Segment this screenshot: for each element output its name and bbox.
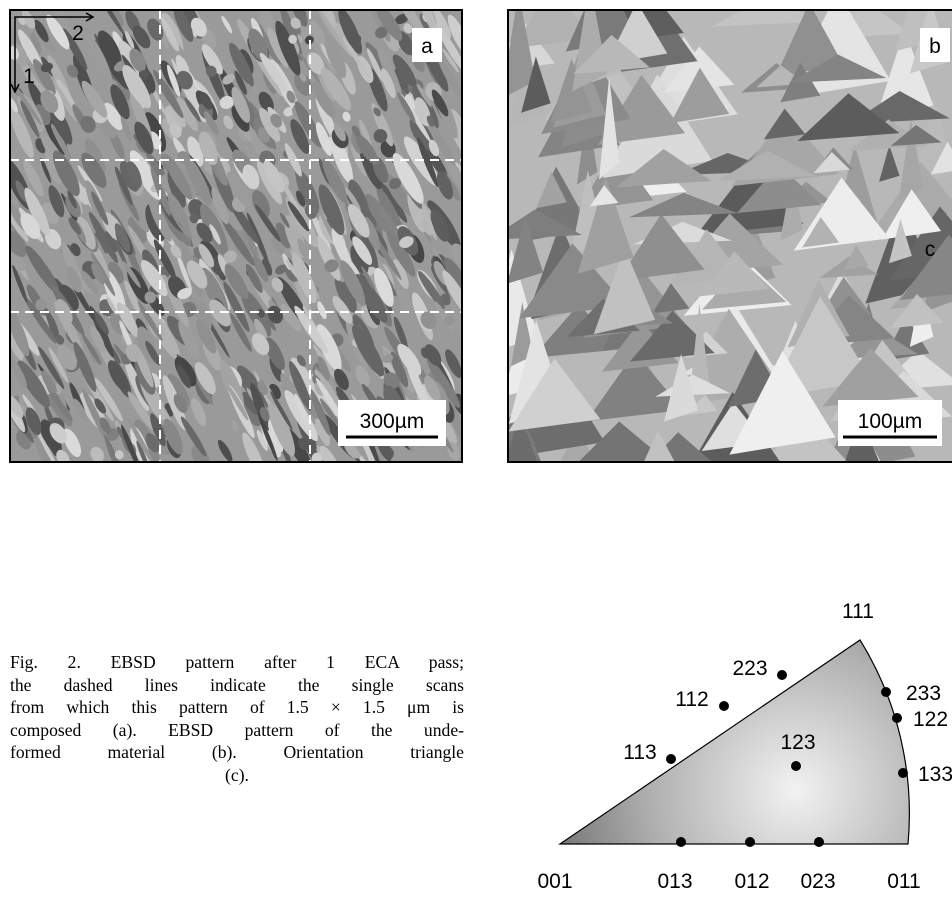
pole-label: 233 [906,682,941,705]
caption-line: the dashed lines indicate the single sca… [10,674,464,697]
pole-label: 013 [657,870,692,893]
page: {"panels": [ {"label": "a", "scale_bar":… [0,0,952,912]
pole-label: 111 [842,600,874,623]
caption-line: Fig. 2. EBSD pattern after 1 ECA pass; [10,651,464,674]
pole-marker [719,701,729,711]
pole-label: 122 [913,708,948,731]
pole-marker [814,837,824,847]
pole-marker [898,768,908,778]
caption-line: composed (a). EBSD pattern of the unde- [10,719,464,742]
pole-label: 113 [623,741,656,764]
panel-label: c [925,238,936,261]
caption-line: formed material (b). Orientation triangl… [10,741,464,764]
pole-label: 123 [780,731,815,754]
pole-label: 112 [675,688,708,711]
pole-marker [881,687,891,697]
pole-marker [676,837,686,847]
pole-marker [892,713,902,723]
pole-marker [791,761,801,771]
pole-marker [666,754,676,764]
pole-label: 011 [887,870,920,893]
pole-marker [745,837,755,847]
caption: Fig. 2. EBSD pattern after 1 ECA pass;th… [10,651,464,786]
pole-label: 023 [800,870,835,893]
axis-label: 2 [72,22,84,45]
pole-label: 133 [918,763,952,786]
pole-marker [777,670,787,680]
caption-line: (c). [10,764,464,787]
pole-label: 012 [734,870,769,893]
scale-bar-label: 300µm [360,410,425,433]
pole-label: 223 [732,657,767,680]
panel-label: a [421,35,433,58]
caption-line: from which this pattern of 1.5 × 1.5 μm … [10,696,464,719]
pole-label: 001 [537,870,572,893]
panel-label: b [929,35,941,58]
axis-label: 1 [23,65,35,88]
scale-bar-label: 100µm [858,410,923,433]
